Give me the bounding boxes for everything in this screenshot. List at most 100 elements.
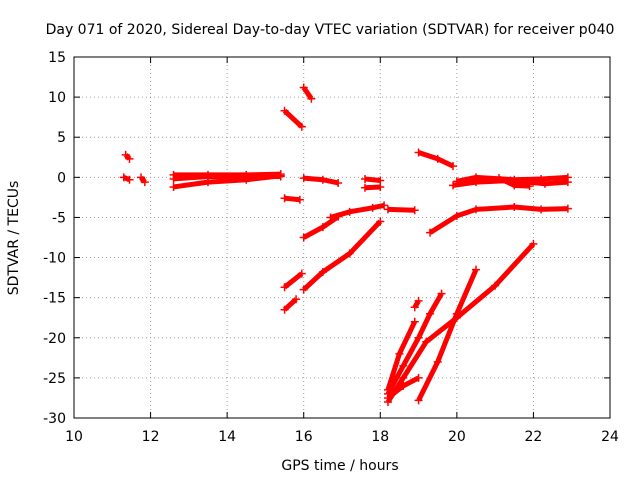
data-series-26 (383, 373, 423, 402)
data-series-12 (299, 174, 343, 187)
y-tick-label: 10 (48, 90, 66, 106)
data-point (494, 174, 503, 183)
data-point (472, 265, 480, 274)
data-point (121, 150, 130, 159)
data-point (395, 349, 404, 358)
data-point (299, 233, 308, 242)
y-tick-label: -15 (43, 291, 66, 307)
data-point (204, 178, 212, 187)
grid (74, 57, 610, 418)
data-point (119, 173, 128, 182)
data-series-2 (121, 150, 134, 163)
data-point (449, 181, 458, 190)
x-tick-label: 20 (448, 429, 466, 445)
data-point (537, 205, 546, 214)
data-point (376, 217, 385, 226)
data-series-29 (410, 296, 423, 312)
y-tick-label: -10 (43, 251, 66, 267)
data-point (510, 203, 519, 212)
x-tick-label: 12 (142, 429, 160, 445)
data-point (292, 295, 301, 304)
data-point (360, 183, 369, 192)
series-trace (283, 271, 304, 290)
data-series-24 (383, 239, 538, 406)
data-point (525, 182, 534, 191)
data-point (297, 269, 306, 278)
data-point (297, 122, 306, 131)
x-tick-label: 18 (371, 429, 389, 445)
data-point (125, 175, 134, 184)
data-point (169, 182, 178, 191)
data-point (433, 154, 442, 163)
data-point (399, 373, 408, 382)
data-point (414, 296, 423, 305)
axes: 10 12 14 16 18 20 22 24 15 10 5 0 -5 -10 -15 -20 -25 -30 (43, 50, 619, 445)
data-point (426, 228, 435, 237)
data-series-18 (383, 205, 419, 215)
data-series-19 (414, 148, 458, 171)
data-point (472, 178, 480, 187)
data-point (472, 205, 480, 214)
data-series-28 (414, 265, 480, 405)
data-series-9 (280, 269, 306, 292)
data-point (414, 396, 423, 405)
data-series-6 (169, 170, 285, 179)
data-point (563, 178, 572, 187)
data-point (280, 305, 289, 314)
series-trace (173, 173, 282, 190)
series-trace (282, 297, 298, 312)
y-tick-label: 5 (57, 130, 66, 146)
series-trace (282, 108, 304, 129)
series-trace (302, 219, 383, 292)
data-series-10 (280, 295, 301, 314)
data-point (437, 289, 446, 298)
series-trace (387, 206, 415, 213)
data-point (280, 194, 289, 203)
data-point (383, 393, 392, 402)
data-point (426, 309, 435, 318)
data-point (399, 361, 408, 370)
data-point (318, 223, 327, 232)
data-point (410, 303, 419, 312)
y-tick-label: 0 (57, 170, 66, 186)
data-series-23 (494, 174, 534, 191)
data-series (119, 83, 572, 406)
data-point (414, 373, 423, 382)
data-point (299, 83, 308, 92)
data-point (422, 337, 431, 346)
data-series-7 (280, 106, 306, 131)
y-tick-label: 15 (48, 50, 66, 66)
series-trace (329, 202, 385, 220)
y-tick-label: -5 (52, 210, 66, 226)
x-tick-label: 24 (601, 429, 619, 445)
data-point (452, 309, 461, 318)
data-point (280, 106, 289, 115)
data-point (452, 211, 461, 220)
data-point (295, 195, 304, 204)
data-point (368, 203, 377, 212)
series-trace (416, 268, 479, 402)
data-series-27 (383, 317, 419, 394)
data-point (563, 204, 572, 213)
data-point (383, 385, 392, 394)
data-series-8 (280, 194, 304, 204)
data-series-15 (326, 201, 389, 222)
data-point (414, 148, 423, 157)
data-point (204, 170, 212, 179)
data-point (345, 207, 354, 216)
data-series-3 (137, 173, 149, 187)
x-axis-label: GPS time / hours (281, 458, 398, 474)
data-series-17 (360, 182, 385, 192)
data-point (399, 381, 408, 390)
data-point (383, 205, 392, 214)
data-point (410, 317, 419, 326)
data-point (137, 173, 145, 182)
series-trace (303, 175, 339, 186)
y-tick-label: -25 (43, 371, 66, 387)
series-trace (428, 204, 568, 235)
data-point (529, 239, 538, 248)
data-point (326, 213, 335, 222)
data-point (318, 175, 327, 184)
data-point (414, 333, 423, 342)
